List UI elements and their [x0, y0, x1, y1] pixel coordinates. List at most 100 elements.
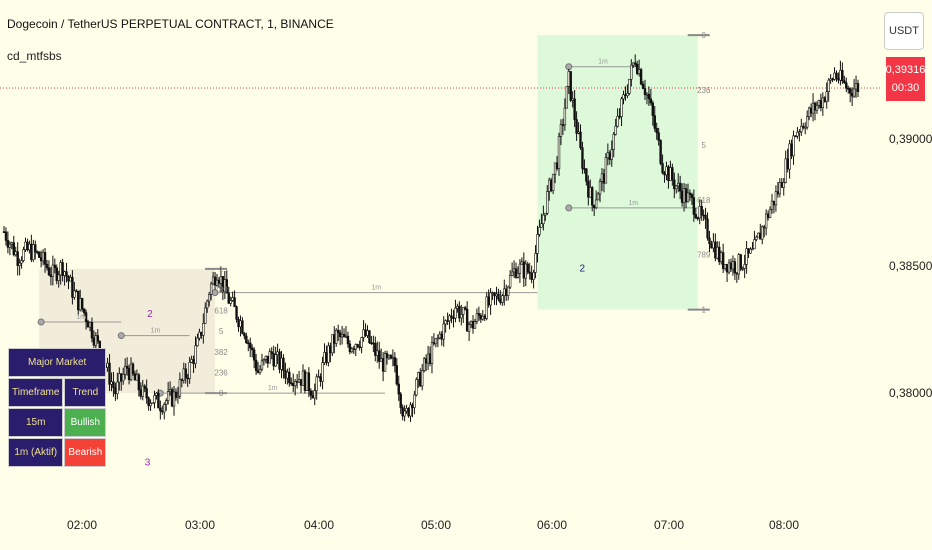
candles-layer [2, 54, 860, 422]
candle-body [745, 248, 748, 265]
candle-body [762, 226, 766, 229]
candle-body [563, 107, 567, 126]
fib-level-label: 5 [702, 141, 707, 150]
candle-body [794, 135, 797, 138]
indicator-name[interactable]: cd_mtfsbs [7, 49, 62, 63]
candle-body [663, 172, 666, 176]
candle-body [120, 373, 123, 382]
currency-button[interactable]: USDT [884, 12, 924, 50]
candle-body [639, 69, 643, 85]
candle-body [784, 158, 787, 183]
candle-body [839, 69, 842, 81]
y-tick-label: 0,38000 [889, 386, 932, 400]
candle-body [374, 342, 377, 356]
candle-body [178, 379, 182, 397]
candle-body [184, 368, 187, 379]
candle-body [694, 214, 697, 219]
candle-body [26, 241, 29, 251]
candle-body [755, 236, 758, 240]
candle-body [557, 136, 561, 169]
candle-body [231, 297, 234, 301]
candle-body [714, 241, 717, 259]
swing-point-marker [37, 318, 45, 326]
candle-body [497, 293, 500, 300]
candle-body [733, 261, 737, 274]
candle-body [299, 379, 303, 386]
candle-body [39, 257, 43, 262]
candle-body [813, 102, 817, 111]
swing-point-marker [565, 63, 573, 71]
candle-body [825, 91, 828, 102]
candle-body [610, 149, 613, 160]
table-col-trend: Trend [64, 378, 107, 407]
candle-body [411, 404, 414, 408]
candle-body [196, 337, 199, 347]
candle-body [462, 307, 465, 315]
fib-level-label: 618 [697, 196, 711, 205]
candle-body [759, 232, 762, 240]
candle-body [131, 363, 135, 375]
candle-body [297, 379, 301, 383]
candle-body [782, 182, 785, 188]
candle-body [333, 334, 336, 344]
candle-body [553, 162, 557, 175]
swing-point-marker [117, 332, 125, 340]
zone-number-label: 2 [147, 309, 153, 320]
candle-body [65, 271, 68, 277]
candle-body [260, 360, 264, 370]
candle-body [774, 191, 778, 206]
candle-body [338, 332, 342, 338]
candle-body [219, 276, 223, 284]
fib-level-label: 0 [702, 31, 707, 40]
candle-body [608, 152, 612, 160]
candle-body [229, 300, 232, 304]
candle-body [422, 358, 426, 371]
candle-body [790, 143, 793, 157]
candle-body [8, 243, 12, 248]
candle-body [698, 205, 701, 219]
candle-body [32, 244, 35, 260]
candle-body [645, 93, 649, 96]
candle-body [4, 231, 8, 241]
candle-body [77, 290, 80, 311]
candle-body [20, 260, 23, 264]
candle-body [440, 333, 443, 340]
candle-body [321, 362, 324, 382]
candle-body [817, 100, 821, 106]
candle-body [315, 376, 318, 392]
candle-body [211, 276, 215, 285]
candle-body [71, 277, 74, 298]
candle-body [424, 358, 428, 364]
candle-body [129, 363, 133, 380]
candle-body [41, 252, 45, 262]
candle-body [743, 264, 746, 269]
candle-body [737, 254, 740, 275]
candle-body [534, 253, 537, 273]
candle-body [426, 353, 430, 364]
candle-body [800, 125, 803, 133]
candle-body [821, 97, 825, 108]
candle-body [518, 263, 522, 274]
candle-body [34, 244, 37, 252]
candle-body [84, 312, 88, 322]
candle-body [632, 62, 635, 66]
candle-body [161, 410, 164, 413]
candle-body [837, 77, 840, 81]
candle-body [766, 213, 770, 218]
candle-body [565, 86, 569, 109]
candle-body [561, 124, 565, 126]
candle-body [626, 93, 629, 97]
candle-body [174, 391, 178, 398]
candle-body [55, 267, 58, 281]
candle-body [237, 318, 240, 328]
x-tick-label: 05:00 [421, 518, 452, 532]
candle-body [10, 242, 14, 245]
candle-body [446, 320, 449, 322]
candle-body [241, 320, 244, 334]
candle-body [585, 168, 588, 182]
candle-body [641, 83, 645, 89]
candle-body [495, 293, 498, 297]
candle-body [80, 298, 84, 310]
candle-body [82, 308, 86, 313]
